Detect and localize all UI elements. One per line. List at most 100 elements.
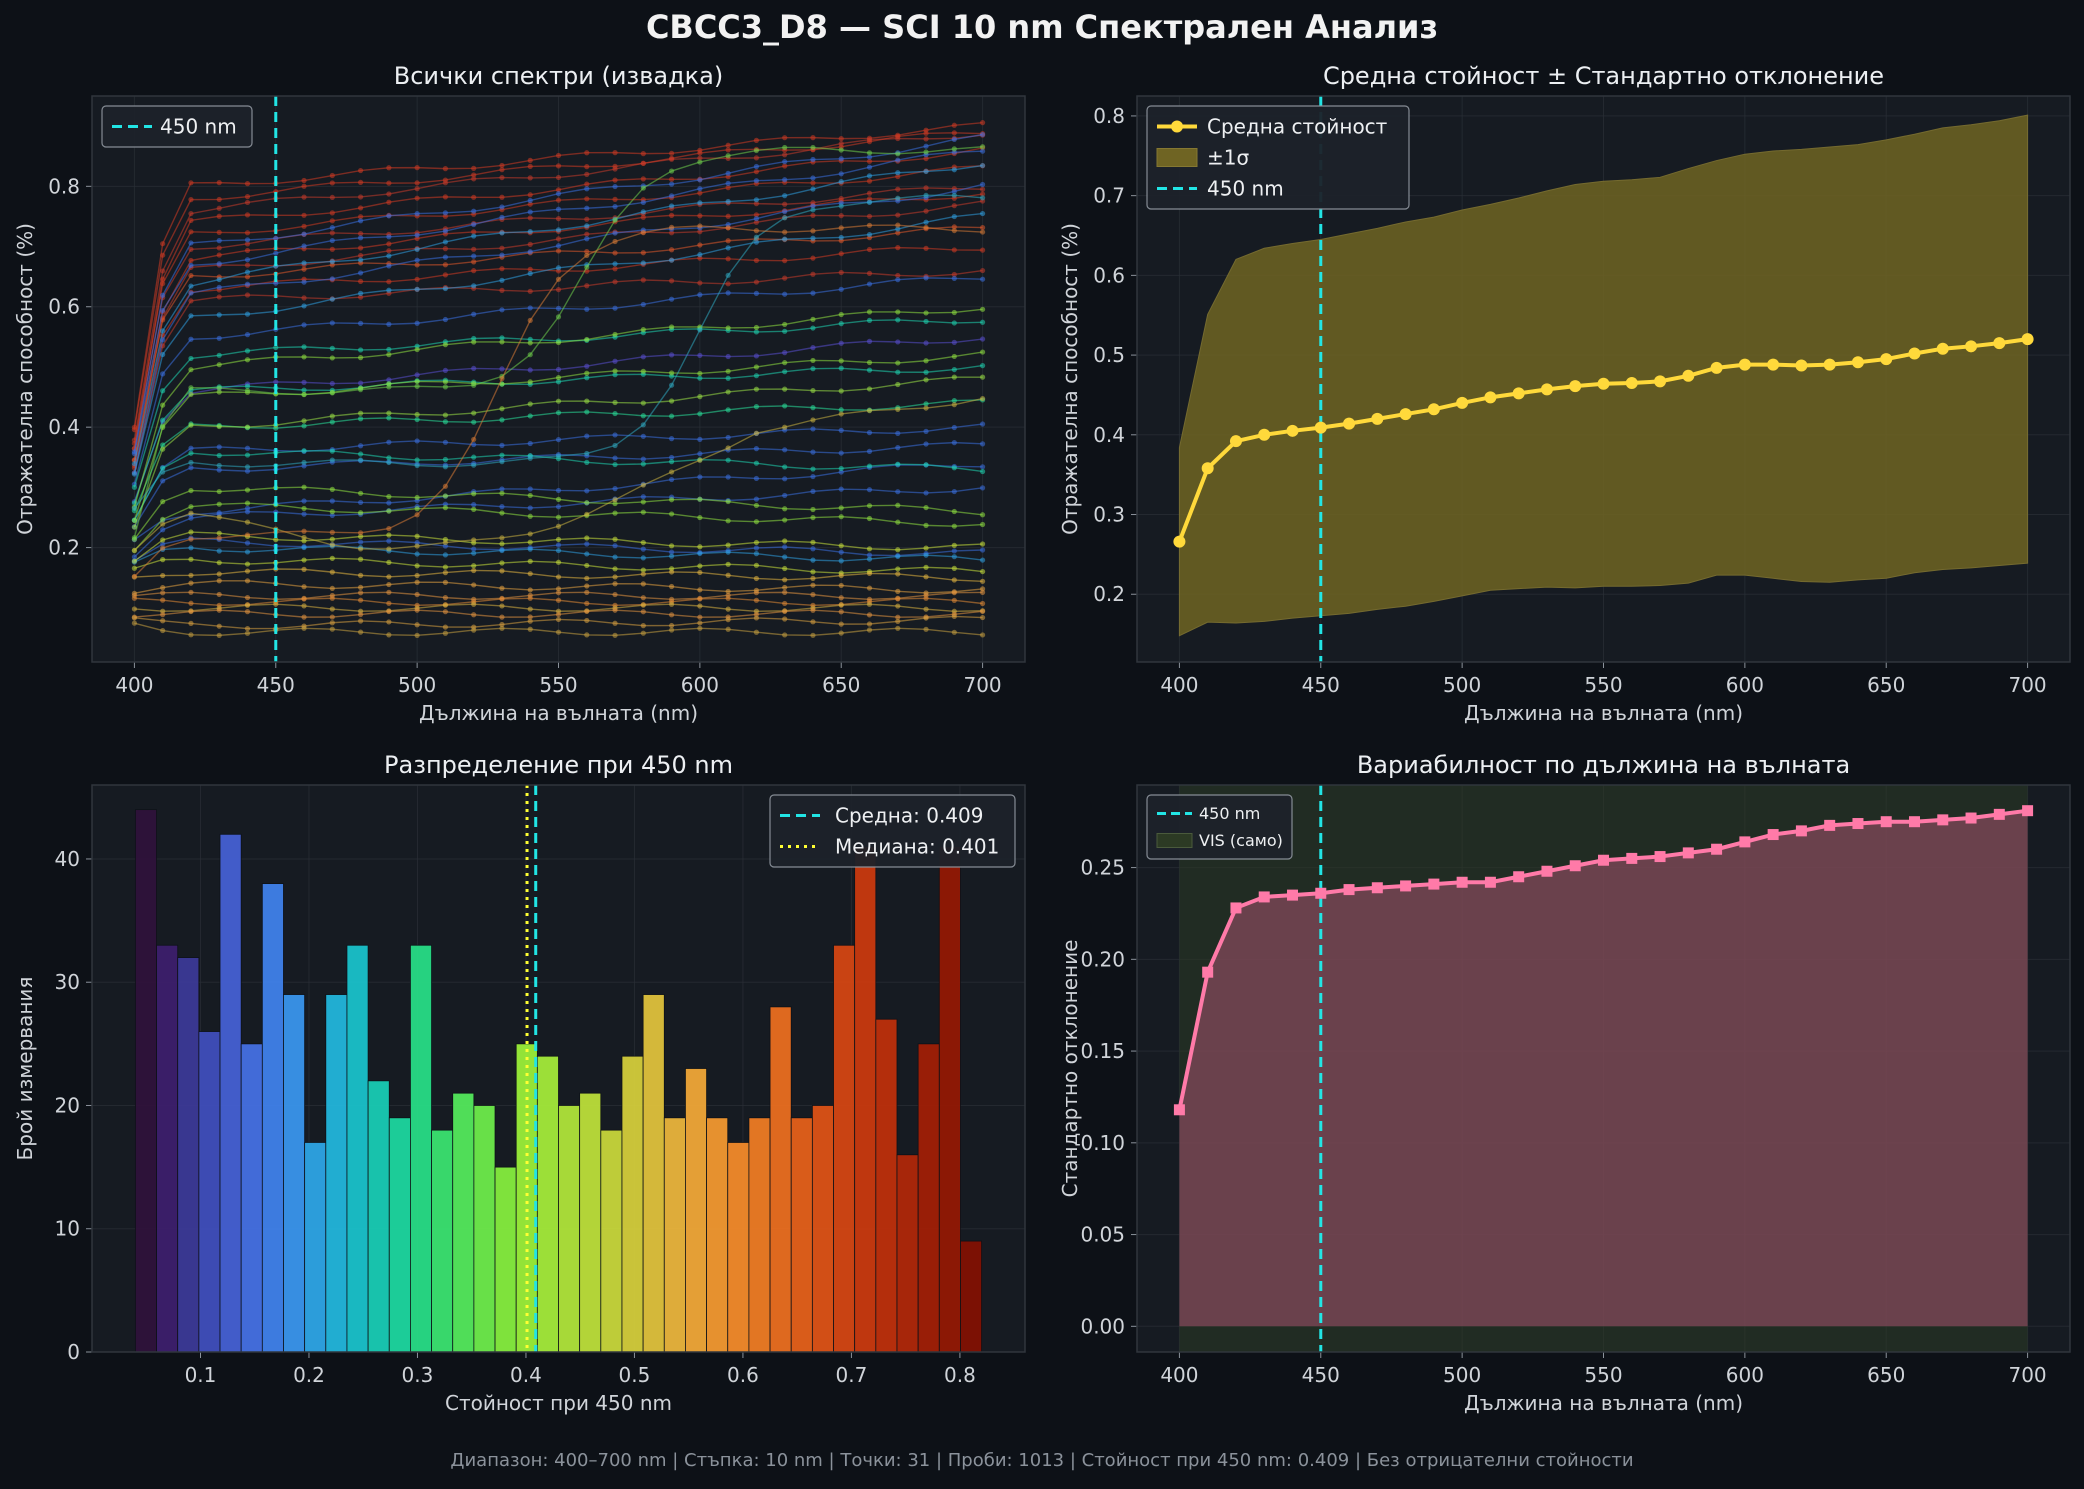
spectrum-point	[386, 494, 392, 500]
spectrum-point	[160, 627, 166, 634]
spectrum-point	[527, 587, 533, 593]
spectrum-point	[414, 438, 420, 444]
spectrum-point	[640, 623, 646, 629]
spectrum-point	[810, 466, 816, 472]
spectrum-point	[640, 546, 646, 552]
spectrum-point	[753, 324, 760, 331]
spectrum-point	[471, 311, 477, 317]
std-point	[1371, 882, 1383, 894]
spectrum-point	[216, 501, 222, 507]
spectrum-point	[725, 561, 731, 567]
spectrum-point	[414, 180, 420, 186]
spectrum-point	[697, 200, 703, 206]
spectrum-point	[838, 286, 844, 292]
y-tick-label: 0.4	[48, 415, 80, 439]
legend-box	[101, 105, 253, 148]
spectrum-point	[386, 589, 392, 595]
spectrum-point	[640, 581, 646, 587]
spectrum-point	[329, 626, 335, 632]
spectrum-point	[499, 596, 505, 602]
spectrum-point	[386, 352, 392, 358]
spectrum-point	[640, 209, 646, 215]
spectrum-point	[923, 462, 929, 468]
spectrum-point	[725, 572, 731, 578]
y-tick-label: 0.00	[1080, 1314, 1125, 1338]
spectrum-point	[386, 384, 392, 390]
spectrum-point	[895, 519, 901, 525]
y-tick-label: 0.20	[1080, 947, 1125, 971]
spectrum-point	[555, 187, 562, 193]
spectrum-point	[131, 615, 138, 621]
spectrum-point	[612, 581, 618, 587]
spectrum-point	[612, 196, 618, 202]
spectrum-point	[160, 281, 166, 287]
mean-point	[1314, 421, 1327, 434]
spectrum-point	[188, 290, 194, 296]
spectrum-point	[160, 521, 166, 527]
spectrum-point	[555, 410, 562, 416]
spectrum-point	[442, 624, 449, 630]
spectrum-point	[640, 301, 646, 308]
spectrum-point	[386, 165, 392, 171]
spectrum-point	[640, 199, 646, 206]
spectrum-point	[216, 623, 222, 629]
spectrum-point	[612, 217, 618, 223]
spectrum-point	[188, 504, 194, 510]
spectrum-point	[244, 230, 251, 236]
spectrum-point	[244, 311, 251, 317]
spectrum-point	[951, 136, 957, 142]
spectrum-point	[131, 547, 138, 553]
spectrum-point	[668, 296, 675, 302]
spectrum-point	[357, 235, 364, 241]
spectrum-point	[923, 143, 929, 149]
spectrum-point	[753, 228, 760, 234]
spectrum-point	[188, 487, 194, 494]
spectrum-point	[640, 422, 646, 428]
spectrum-point	[895, 212, 901, 218]
spectrum-point	[810, 271, 816, 277]
spectrum-point	[386, 248, 392, 254]
spectrum-point	[782, 159, 788, 165]
y-tick-label: 0.25	[1080, 856, 1125, 880]
spectrum-point	[160, 371, 166, 377]
spectrum-point	[555, 236, 562, 242]
spectrum-point	[951, 613, 957, 620]
spectrum-point	[979, 441, 986, 447]
spectrum-point	[414, 211, 420, 217]
spectrum-point	[160, 442, 166, 448]
histogram-bar	[325, 994, 348, 1353]
spectrum-point	[386, 632, 392, 638]
spectrum-point	[782, 328, 788, 334]
spectrum-point	[160, 516, 166, 523]
spectrum-point	[442, 579, 449, 585]
spectrum-point	[160, 469, 166, 475]
spectrum-point	[555, 597, 562, 603]
spectrum-point	[216, 452, 222, 459]
spectrum-point	[697, 474, 703, 480]
spectrum-point	[499, 287, 505, 293]
spectrum-point	[725, 368, 731, 374]
spectrum-point	[640, 571, 646, 577]
spectrum-point	[527, 492, 533, 499]
spectrum-point	[584, 363, 590, 369]
spectrum-point	[951, 424, 957, 431]
spectrum-point	[838, 225, 844, 231]
mean-point	[1993, 337, 2006, 350]
spectrum-point	[244, 269, 251, 275]
spectrum-point	[810, 488, 816, 494]
spectrum-point	[612, 238, 618, 245]
spectrum-point	[640, 499, 646, 505]
spectrum-point	[386, 574, 392, 580]
spectrum-point	[866, 430, 873, 436]
spectrum-point	[782, 577, 788, 583]
histogram-bar	[134, 809, 157, 1353]
std-point	[1202, 966, 1214, 978]
x-tick-label: 0.7	[836, 1363, 868, 1387]
spectrum-point	[188, 572, 194, 578]
spectrum-point	[414, 195, 420, 201]
spectrum-point	[188, 422, 194, 428]
spectrum-point	[782, 589, 788, 595]
spectrum-point	[838, 147, 844, 153]
y-tick-label: 0.2	[1093, 582, 1125, 606]
y-axis-label: Отражателна способност (%)	[1058, 223, 1082, 535]
